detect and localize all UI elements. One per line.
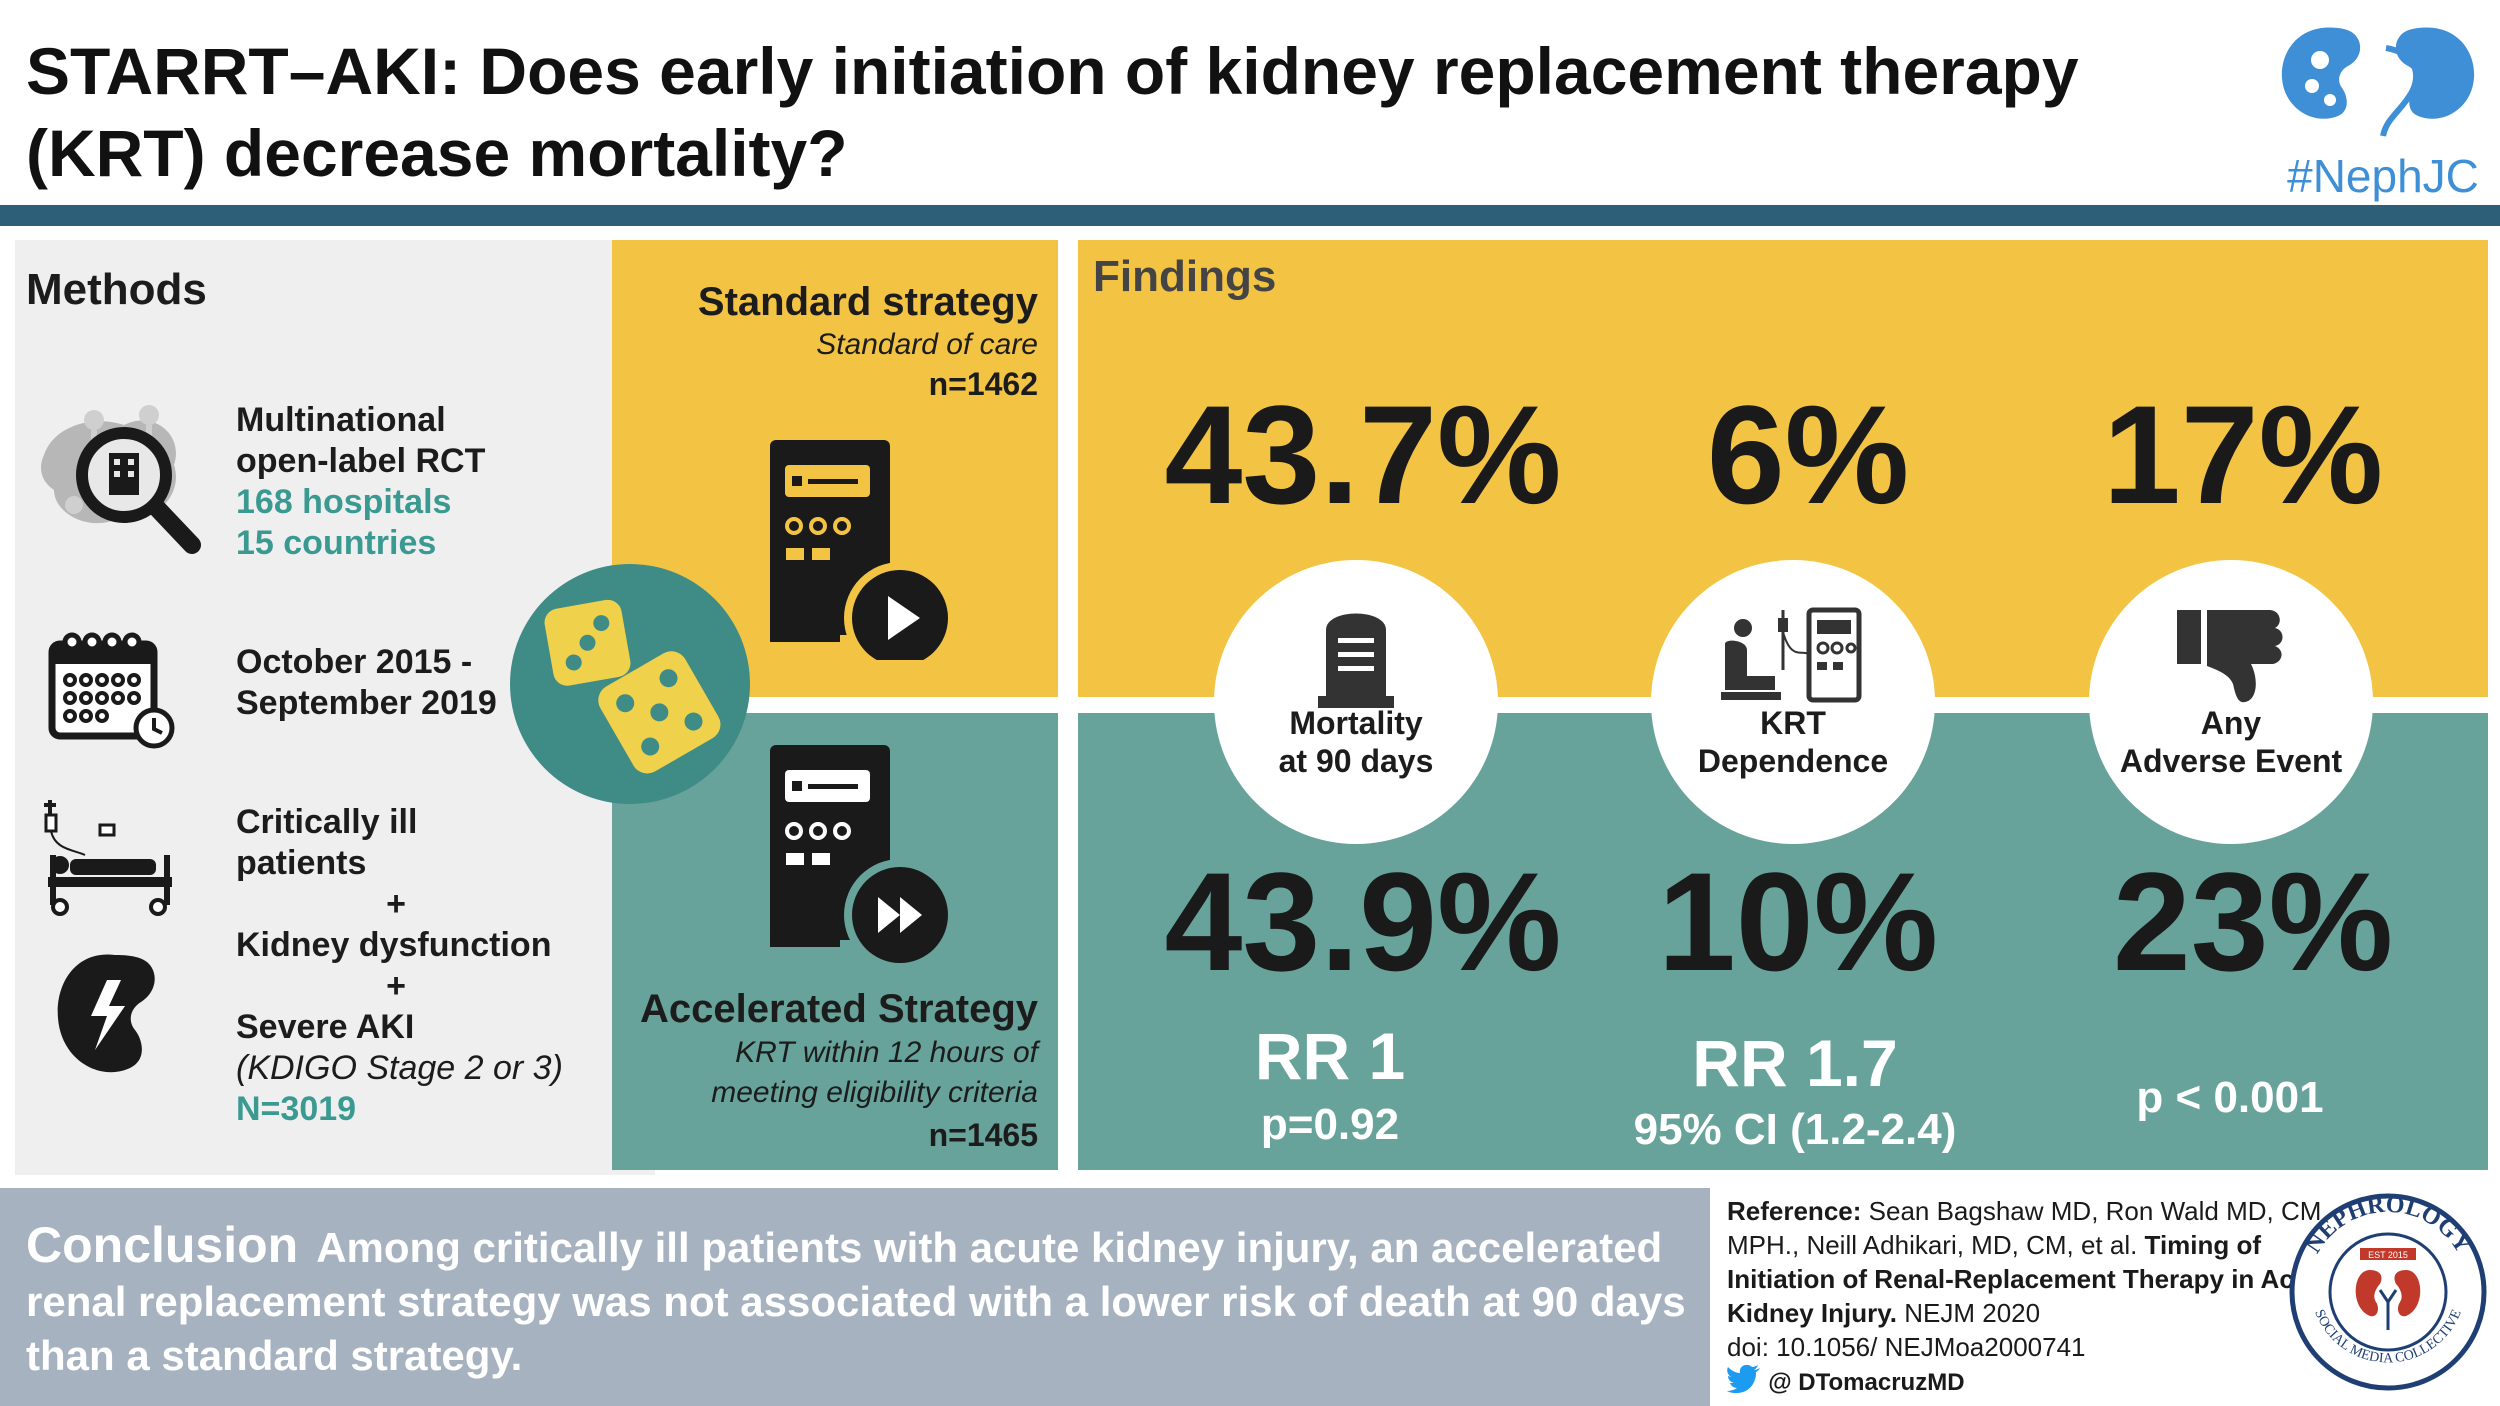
standard-strategy-labels: Standard strategy Standard of care n=146… [612, 278, 1038, 404]
dialysis-chair-icon [1721, 607, 1862, 703]
countries-count: 15 countries [236, 524, 437, 562]
mortality-accelerated-value: 43.9% [1164, 843, 1562, 1000]
adverse-event-label: Any Adverse Event [2119, 705, 2343, 779]
standard-strategy-title: Standard strategy [697, 280, 1038, 324]
total-n: N=3019 [236, 1090, 357, 1128]
kidney-ureter-icon [2281, 27, 2475, 137]
twitter-icon [1727, 1365, 1761, 1401]
methods-population: Critically ill patients + Kidney dysfunc… [236, 802, 616, 1130]
mortality-rr: RR 1 [1254, 1019, 1406, 1093]
injured-kidney-icon [55, 950, 165, 1080]
methods-heading: Methods [26, 265, 207, 314]
hospitals-count: 168 hospitals [236, 483, 452, 521]
randomization-dice-icon [508, 562, 752, 806]
accelerated-n: n=1465 [928, 1117, 1038, 1153]
logo-est-text: EST 2015 [2368, 1250, 2408, 1260]
conclusion-text: Conclusion Among critically ill patients … [26, 1218, 1706, 1383]
page-title: STARRT–AKI: Does early initiation of kid… [26, 34, 2079, 190]
mortality-circle: Mortality at 90 days [1214, 560, 1498, 844]
standard-n: n=1462 [928, 366, 1038, 402]
article-title: Timing of Initiation of Renal-Replacemen… [1727, 1230, 2333, 1328]
dialysis-machine-play-icon [760, 430, 970, 674]
conclusion-panel [0, 1188, 1710, 1406]
mortality-p-value: p=0.92 [1260, 1100, 1400, 1149]
reference-block: Reference: Sean Bagshaw MD, Ron Wald MD,… [1727, 1194, 2337, 1401]
dialysis-machine-fast-forward-icon [760, 735, 970, 971]
adverse-event-standard-value: 17% [2102, 376, 2384, 533]
nephrology-smc-logo: NEPHROLOGY SOCIAL MEDIA COLLECTIVE EST 2… [2288, 1190, 2488, 1395]
adverse-event-circle: Any Adverse Event [2089, 560, 2373, 844]
thumbs-down-icon [2177, 610, 2283, 703]
doi: doi: 10.1056/ NEJMoa2000741 [1727, 1332, 2086, 1362]
nephjc-logo: #NephJC [2268, 8, 2498, 202]
krt-dependence-rr: RR 1.7 [1692, 1026, 1898, 1100]
krt-dependence-circle: KRT Dependence [1651, 560, 1935, 844]
standard-strategy-desc: Standard of care [816, 328, 1038, 361]
methods-design: Multinational open-label RCT 168 hospita… [236, 400, 616, 564]
map-magnifier-icon [34, 395, 214, 565]
tombstone-icon [1318, 613, 1394, 708]
krt-dependence-accelerated-value: 10% [1657, 843, 1939, 1000]
conclusion-body: Among critically ill patients with acute… [26, 1224, 1686, 1379]
mortality-label: Mortality at 90 days [1278, 705, 1434, 779]
header-divider [0, 205, 2500, 226]
findings-heading: Findings [1093, 252, 1277, 301]
krt-dependence-label: KRT Dependence [1697, 705, 1889, 779]
hospital-bed-icon [40, 795, 180, 920]
accelerated-strategy-labels: Accelerated Strategy KRT within 12 hours… [612, 985, 1038, 1157]
nephjc-hashtag: #NephJC [2287, 150, 2479, 202]
accelerated-strategy-title: Accelerated Strategy [640, 987, 1038, 1031]
twitter-handle[interactable]: @ DTomacruzMD [1768, 1369, 1965, 1396]
adverse-event-p-value: p < 0.001 [2136, 1073, 2324, 1122]
calendar-icon [48, 630, 178, 750]
methods-period: October 2015 - September 2019 [236, 643, 497, 722]
adverse-event-accelerated-value: 23% [2112, 843, 2394, 1000]
mortality-standard-value: 43.7% [1164, 376, 1562, 533]
krt-dependence-standard-value: 6% [1706, 376, 1910, 533]
krt-dependence-ci: 95% CI (1.2-2.4) [1633, 1105, 1957, 1154]
conclusion-heading: Conclusion [26, 1217, 299, 1273]
